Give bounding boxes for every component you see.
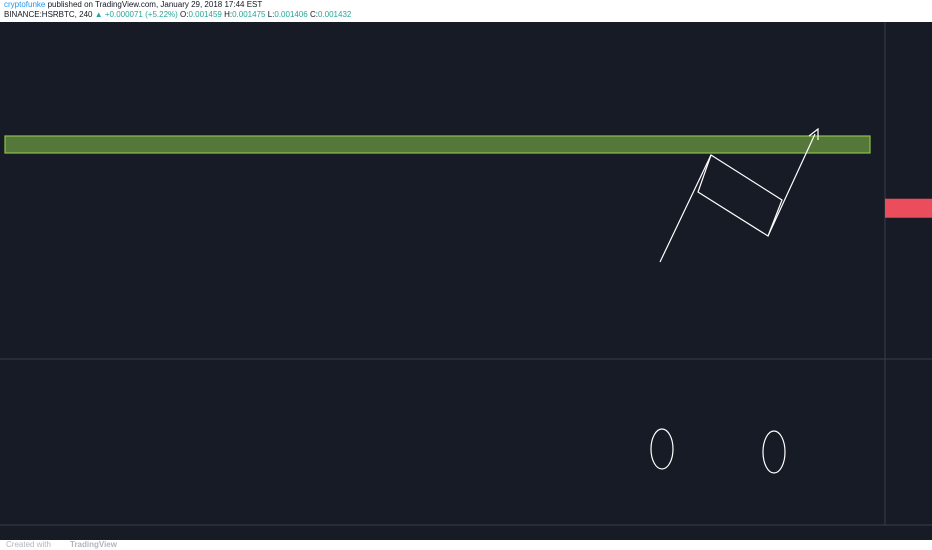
symbol-line: BINANCE:HSRBTC, 240 ▲ +0.000071 (+5.22%)… xyxy=(4,10,352,19)
annotations xyxy=(4,127,871,474)
ohlc-key: L: xyxy=(268,10,275,19)
footer-brand: TradingView xyxy=(70,540,118,549)
arrow-head xyxy=(808,127,819,140)
footer-created: Created with xyxy=(6,540,51,549)
ohlc-key: O: xyxy=(180,10,188,19)
ohlc-key: C: xyxy=(310,10,318,19)
publisher: cryptofunke xyxy=(4,0,46,9)
publisher-line: cryptofunke published on TradingView.com… xyxy=(4,0,262,9)
ohlc-value: 0.001406 xyxy=(274,10,308,19)
ohlc-value: 0.001459 xyxy=(188,10,222,19)
price-badge xyxy=(885,198,932,218)
symbol: BINANCE:HSRBTC, 240 xyxy=(4,10,93,19)
text-layer xyxy=(885,198,932,218)
rsi-circle xyxy=(650,428,674,470)
resistance-zone xyxy=(4,135,871,154)
header-bar xyxy=(0,0,932,22)
chart-background xyxy=(0,22,932,540)
ohlc-key: H: xyxy=(224,10,232,19)
rsi-circle xyxy=(762,430,786,474)
footer-bar xyxy=(0,540,932,550)
ohlc-value: 0.001432 xyxy=(318,10,352,19)
published: published on TradingView.com, January 29… xyxy=(48,0,263,9)
trend-line xyxy=(659,154,712,263)
projection-arrow xyxy=(767,133,816,237)
change: ▲ +0.000071 (+5.22%) xyxy=(95,10,178,19)
ohlc-value: 0.001475 xyxy=(232,10,266,19)
